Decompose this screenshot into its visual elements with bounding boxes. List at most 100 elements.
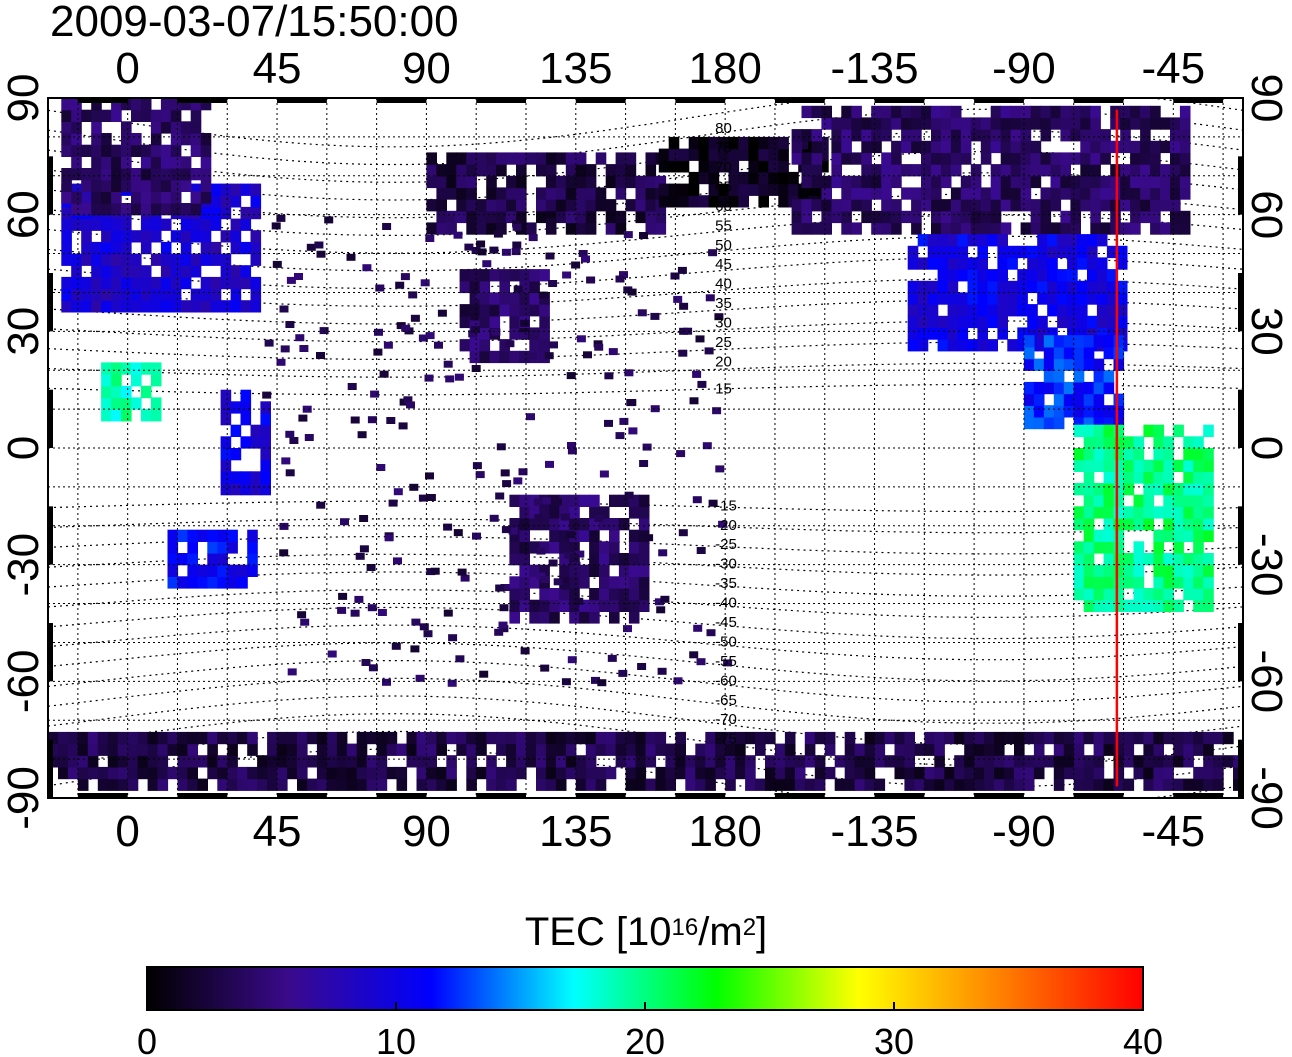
tec-cell	[1070, 129, 1081, 142]
tec-cell	[1203, 743, 1214, 756]
tec-cell	[705, 755, 716, 768]
tec-cell	[379, 370, 389, 378]
tec-cell	[250, 276, 262, 290]
tec-cell	[486, 755, 497, 768]
frame-graduation	[48, 623, 53, 682]
tec-cell	[548, 559, 558, 567]
tec-cell	[316, 743, 328, 756]
tec-cell	[758, 171, 769, 185]
tec-cell	[970, 187, 982, 200]
tec-cell	[1133, 436, 1145, 449]
tec-cell	[927, 257, 939, 270]
tec-cell	[150, 218, 162, 231]
tec-cell	[117, 743, 129, 756]
tec-cell	[1163, 755, 1174, 768]
tec-cell	[220, 265, 232, 278]
tec-cell	[486, 222, 497, 235]
tec-cell	[1096, 315, 1108, 329]
tec-cell	[509, 292, 520, 305]
tec-cell	[1053, 393, 1065, 406]
tec-cell	[1203, 576, 1214, 589]
tec-cell	[386, 731, 398, 745]
tec-cell	[426, 755, 437, 768]
tec-cell	[519, 332, 529, 340]
tec-cell	[980, 152, 992, 165]
tec-cell	[579, 576, 590, 589]
tec-cell	[549, 541, 560, 554]
tec-cell	[1090, 199, 1101, 212]
tec-cell	[695, 335, 705, 343]
tec-cell	[1223, 731, 1234, 745]
tec-cell	[1037, 292, 1048, 305]
tec-cell	[881, 175, 892, 189]
tec-cell	[383, 341, 393, 349]
tec-cell	[469, 350, 481, 364]
tec-cell	[71, 288, 82, 301]
tec-cell	[180, 300, 192, 313]
tec-cell	[708, 249, 718, 257]
tec-cell	[997, 327, 1008, 340]
tec-cell	[1096, 269, 1108, 282]
tec-cell	[190, 288, 202, 301]
tec-cell	[518, 468, 528, 476]
tec-cell	[373, 348, 383, 356]
tec-cell	[443, 523, 453, 531]
tec-cell	[1130, 175, 1141, 189]
tec-cell	[791, 152, 803, 165]
tec-cell	[324, 216, 334, 224]
tec-cell	[386, 743, 398, 756]
tec-cell	[220, 483, 232, 496]
frame-graduation	[874, 793, 925, 798]
tec-cell	[683, 327, 693, 335]
tec-cell	[1110, 117, 1121, 130]
tec-cell	[801, 105, 813, 119]
tec-cell	[395, 281, 405, 289]
tec-cell	[947, 327, 959, 340]
tec-cell	[170, 133, 182, 146]
tec-cell	[140, 362, 152, 375]
tec-cell	[496, 164, 507, 177]
tec-cell	[1030, 199, 1042, 212]
contour-label: -45	[715, 614, 737, 631]
tec-cell	[247, 553, 258, 566]
tec-cell	[619, 417, 629, 425]
tec-cell	[1083, 599, 1095, 612]
tec-cell	[585, 222, 597, 235]
tec-cell	[1113, 553, 1125, 566]
tec-cell	[874, 743, 886, 756]
tec-cell	[851, 199, 862, 212]
tec-cell	[579, 599, 590, 612]
tec-cell	[891, 164, 902, 177]
tec-cell	[1163, 483, 1174, 496]
tec-cell	[476, 199, 487, 212]
tec-cell	[137, 731, 149, 745]
tec-cell	[1193, 506, 1204, 519]
tec-cell	[1077, 234, 1088, 247]
tec-cell	[190, 121, 202, 134]
tec-cell	[735, 755, 746, 768]
tec-cell	[549, 529, 560, 542]
lon-tick-label-top: 45	[253, 44, 302, 93]
tec-cell	[111, 385, 122, 399]
tec-cell	[250, 206, 262, 220]
tec-cell	[1193, 459, 1204, 472]
tec-cell	[775, 766, 786, 780]
tec-cell	[854, 743, 866, 756]
tec-cell	[937, 339, 949, 352]
tec-cell	[1163, 576, 1174, 589]
tec-cell	[794, 778, 806, 791]
tec-cell	[768, 183, 779, 196]
tec-cell	[306, 731, 318, 745]
tec-cell	[957, 304, 969, 317]
tec-cell	[1140, 105, 1151, 119]
tec-cell	[160, 109, 172, 122]
tec-cell	[844, 755, 856, 768]
tec-cell	[1153, 599, 1164, 612]
tec-cell	[638, 576, 650, 589]
tec-cell	[436, 199, 447, 212]
tec-cell	[287, 766, 298, 780]
tec-cell	[111, 179, 122, 192]
contour-label: 45	[715, 256, 732, 273]
tec-cell	[61, 133, 72, 146]
tec-cell	[338, 592, 348, 600]
